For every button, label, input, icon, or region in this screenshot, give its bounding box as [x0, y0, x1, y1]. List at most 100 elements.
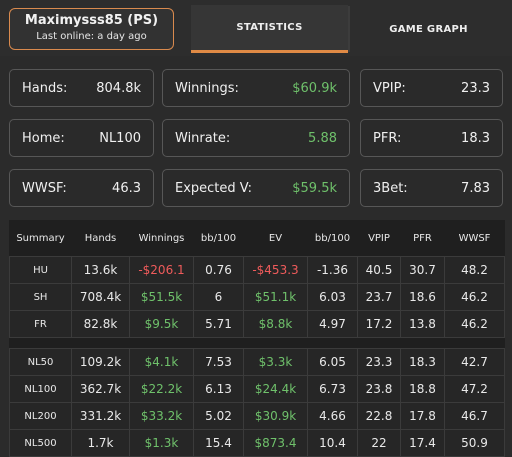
- table-cell: 6.13: [193, 375, 244, 403]
- table-cell: $4.1k: [129, 348, 194, 376]
- column-header[interactable]: VPIP: [357, 220, 401, 257]
- stat-label: 3Bet:: [373, 180, 408, 196]
- table-cell: 48.2: [444, 256, 505, 284]
- row-label: FR: [9, 310, 72, 338]
- column-header[interactable]: EV: [243, 220, 308, 257]
- summary-table: Summary Hands Winnings bb/100 EV bb/100 VPIP PF…: [9, 220, 505, 457]
- row-label: SH: [9, 283, 72, 311]
- table-cell: 46.7: [444, 402, 505, 430]
- stat-value: 804.8k: [96, 80, 141, 96]
- stat-card-wwsf: WWSF: 46.3: [9, 169, 154, 207]
- table-cell: 1.7k: [71, 429, 130, 457]
- table-row: NL100 362.7k $22.2k 6.13 $24.4k 6.73 23.8 18.8 4…: [9, 375, 505, 403]
- table-cell: -1.36: [307, 256, 358, 284]
- table-cell: 6.73: [307, 375, 358, 403]
- stat-label: WWSF:: [22, 180, 67, 196]
- stat-card-pfr: PFR: 18.3: [360, 119, 503, 157]
- table-cell: 6.05: [307, 348, 358, 376]
- stat-value: NL100: [99, 130, 141, 146]
- row-label: HU: [9, 256, 72, 284]
- stat-value: 18.3: [461, 130, 490, 146]
- tab-statistics[interactable]: STATISTICS: [191, 5, 348, 53]
- table-cell: $1.3k: [129, 429, 194, 457]
- table-cell: 109.2k: [71, 348, 130, 376]
- table-cell: $22.2k: [129, 375, 194, 403]
- table-cell: 17.4: [400, 429, 445, 457]
- stat-card-hands: Hands: 804.8k: [9, 69, 154, 107]
- table-group-spacer: [9, 337, 505, 349]
- table-cell: 47.2: [444, 375, 505, 403]
- table-cell: 5.02: [193, 402, 244, 430]
- stat-label: PFR:: [373, 130, 402, 146]
- table-cell: 17.8: [400, 402, 445, 430]
- table-cell: -$453.3: [243, 256, 308, 284]
- table-cell: 22.8: [357, 402, 401, 430]
- table-cell: 7.53: [193, 348, 244, 376]
- stat-card-vpip: VPIP: 23.3: [360, 69, 503, 107]
- stat-value: 5.88: [308, 130, 337, 146]
- column-header[interactable]: bb/100: [193, 220, 244, 257]
- row-label: NL100: [9, 375, 72, 403]
- table-cell: 46.2: [444, 310, 505, 338]
- stat-card-home: Home: NL100: [9, 119, 154, 157]
- table-cell: 82.8k: [71, 310, 130, 338]
- stat-label: Winrate:: [175, 130, 231, 146]
- stat-label: Expected V:: [175, 180, 252, 196]
- table-cell: 18.3: [400, 348, 445, 376]
- column-header[interactable]: bb/100: [307, 220, 358, 257]
- top-bar: Maximysss85 (PS) Last online: a day ago …: [0, 0, 512, 56]
- table-cell: $51.5k: [129, 283, 194, 311]
- row-label: NL500: [9, 429, 72, 457]
- table-cell: $33.2k: [129, 402, 194, 430]
- table-cell: 6: [193, 283, 244, 311]
- column-header[interactable]: Hands: [71, 220, 130, 257]
- row-label: NL50: [9, 348, 72, 376]
- stat-label: Home:: [22, 130, 65, 146]
- table-cell: 42.7: [444, 348, 505, 376]
- stat-value: $59.5k: [292, 180, 337, 196]
- table-cell: 15.4: [193, 429, 244, 457]
- table-cell: $24.4k: [243, 375, 308, 403]
- table-cell: 5.71: [193, 310, 244, 338]
- column-header[interactable]: Winnings: [129, 220, 194, 257]
- tab-game-graph[interactable]: GAME GRAPH: [350, 5, 507, 53]
- stat-label: Hands:: [22, 80, 68, 96]
- table-cell: 362.7k: [71, 375, 130, 403]
- tab-divider: [348, 6, 350, 52]
- column-header[interactable]: Summary: [9, 220, 72, 257]
- stat-value: 46.3: [112, 180, 141, 196]
- stat-card-3bet: 3Bet: 7.83: [360, 169, 503, 207]
- table-cell: 4.97: [307, 310, 358, 338]
- table-body: HU 13.6k -$206.1 0.76 -$453.3 -1.36 40.5 30.7 48…: [9, 256, 505, 457]
- player-card[interactable]: Maximysss85 (PS) Last online: a day ago: [9, 8, 174, 50]
- table-row: HU 13.6k -$206.1 0.76 -$453.3 -1.36 40.5 30.7 48…: [9, 256, 505, 284]
- column-header[interactable]: WWSF: [444, 220, 505, 257]
- table-row: NL200 331.2k $33.2k 5.02 $30.9k 4.66 22.8 17.8 4…: [9, 402, 505, 430]
- table-header-row: Summary Hands Winnings bb/100 EV bb/100 VPIP PF…: [9, 220, 505, 257]
- column-header[interactable]: PFR: [400, 220, 445, 257]
- stat-value: 7.83: [461, 180, 490, 196]
- table-cell: 23.8: [357, 375, 401, 403]
- stat-value: 23.3: [461, 80, 490, 96]
- stat-value: $60.9k: [292, 80, 337, 96]
- table-cell: $3.3k: [243, 348, 308, 376]
- table-cell: 23.7: [357, 283, 401, 311]
- table-cell: $30.9k: [243, 402, 308, 430]
- table-row: SH 708.4k $51.5k 6 $51.1k 6.03 23.7 18.6 46.2: [9, 283, 505, 311]
- table-cell: 18.6: [400, 283, 445, 311]
- table-cell: -$206.1: [129, 256, 194, 284]
- table-cell: 6.03: [307, 283, 358, 311]
- table-cell: 50.9: [444, 429, 505, 457]
- last-online: Last online: a day ago: [36, 31, 147, 42]
- table-cell: $873.4: [243, 429, 308, 457]
- table-cell: 22: [357, 429, 401, 457]
- table-cell: 708.4k: [71, 283, 130, 311]
- table-cell: 18.8: [400, 375, 445, 403]
- table-cell: 30.7: [400, 256, 445, 284]
- table-row: NL50 109.2k $4.1k 7.53 $3.3k 6.05 23.3 18.3 42.7: [9, 348, 505, 376]
- stat-label: VPIP:: [373, 80, 406, 96]
- table-cell: 4.66: [307, 402, 358, 430]
- table-row: FR 82.8k $9.5k 5.71 $8.8k 4.97 17.2 13.8 46.2: [9, 310, 505, 338]
- stat-card-winrate: Winrate: 5.88: [162, 119, 350, 157]
- table-cell: 13.6k: [71, 256, 130, 284]
